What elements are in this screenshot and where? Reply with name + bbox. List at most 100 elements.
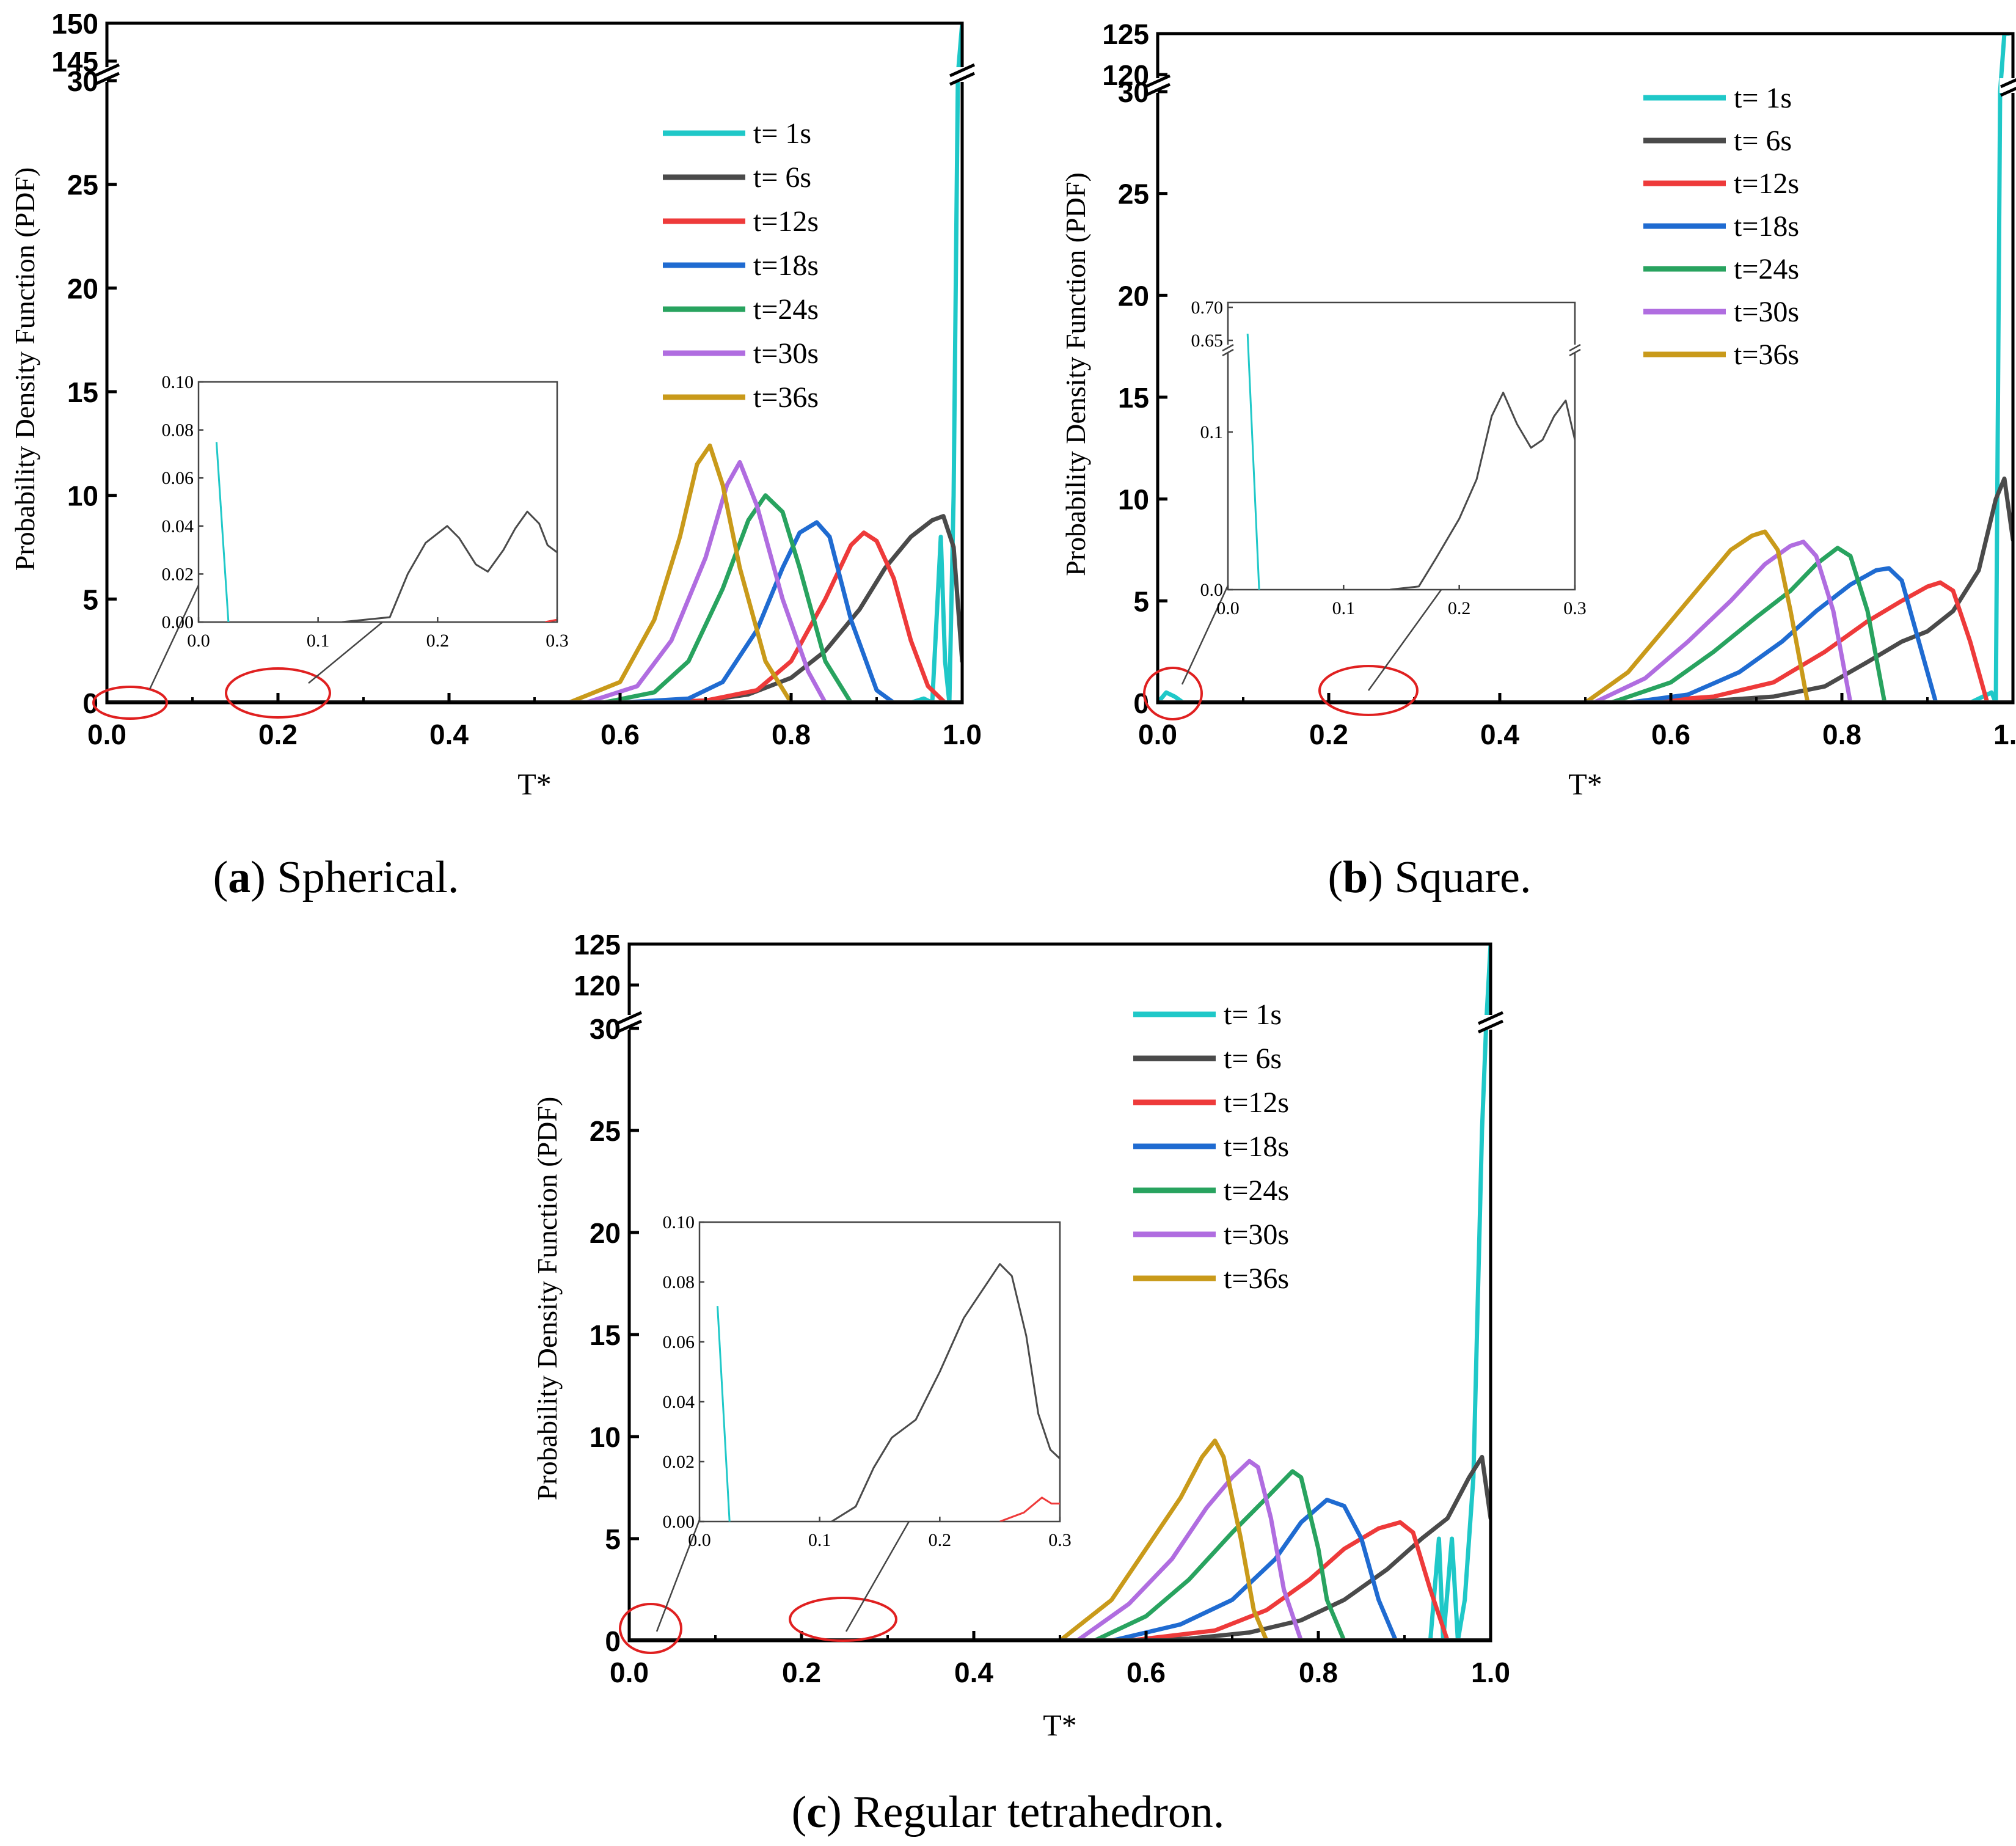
inset-y-tick-label: 0.06 xyxy=(663,1332,695,1352)
left-axis-break-slash-2 xyxy=(93,71,120,86)
series-line-t1s xyxy=(1158,34,2011,703)
inset-axis-break-slash xyxy=(1569,343,1581,352)
caption-letter: b xyxy=(1343,852,1368,903)
inset-plot: 0.0 0.1 0.2 0.3 0.00 0.02 0.04 0.06 0.08 0.10 xyxy=(162,372,569,651)
zoom-region-ellipse xyxy=(92,686,168,720)
panel-caption: (b) Square. xyxy=(1328,852,1532,903)
x-tick-label: 0.0 xyxy=(1138,719,1177,750)
legend-label: t=24s xyxy=(1734,253,1799,285)
legend-label: t=18s xyxy=(1224,1130,1289,1163)
caption-letter: a xyxy=(228,852,250,903)
inset-x-tick-label: 0.0 xyxy=(1216,598,1240,618)
inset-series-line xyxy=(215,442,230,622)
series-line-t1s xyxy=(1411,944,1491,1641)
x-tick-label: 0.4 xyxy=(429,719,469,750)
inset-series-line xyxy=(1389,392,1575,590)
inset-frame xyxy=(197,381,558,623)
inset-y-tick-label: 0.02 xyxy=(162,564,194,584)
x-axis-label: T* xyxy=(1043,1708,1077,1742)
y-tick-label: 30 xyxy=(67,65,98,97)
y-tick-label: 25 xyxy=(590,1115,621,1147)
caption-text: Spherical. xyxy=(266,852,459,903)
legend-label: t=24s xyxy=(753,293,819,326)
y-tick-label: 145 xyxy=(51,46,98,78)
legend-label: t= 6s xyxy=(1224,1042,1282,1075)
legend-label: t=24s xyxy=(1224,1174,1289,1207)
y-axis-label: Probability Density Function (PDF) xyxy=(1060,172,1091,576)
series-line-t30s xyxy=(583,460,828,703)
inset-x-tick-label: 0.3 xyxy=(1048,1530,1072,1550)
y-tick-label: 20 xyxy=(1118,280,1149,312)
caption-paren: ) xyxy=(827,1787,842,1837)
y-tick-label: 30 xyxy=(590,1013,621,1045)
inset-plot: 0.0 0.1 0.2 0.3 0.00 0.02 0.04 0.06 0.08 0.10 xyxy=(663,1212,1072,1550)
series-line-t1s xyxy=(874,23,962,703)
caption-paren: ( xyxy=(1328,852,1343,903)
inset-x-tick-label: 0.2 xyxy=(929,1530,952,1550)
y-tick-label: 125 xyxy=(1102,18,1149,50)
left-axis-break-slash-2 xyxy=(616,1019,643,1034)
zoom-region-ellipse xyxy=(619,1603,682,1654)
right-axis-break-slash-1 xyxy=(1477,1011,1504,1025)
inset-series-line xyxy=(341,510,557,622)
series-line-t18s xyxy=(1109,1498,1398,1641)
right-axis-break-slash-2 xyxy=(1477,1019,1504,1034)
caption-text: Regular tetrahedron. xyxy=(842,1787,1225,1837)
inset-y-tick-label: 0.02 xyxy=(663,1452,695,1472)
y-tick-label: 150 xyxy=(51,8,98,40)
x-tick-label: 0.2 xyxy=(258,719,298,750)
legend-label: t=12s xyxy=(1224,1086,1289,1119)
inset-x-tick-label: 0.1 xyxy=(1332,598,1356,618)
y-tick-label: 10 xyxy=(590,1421,621,1453)
series-line-t18s xyxy=(1626,566,1938,703)
y-tick-label: 20 xyxy=(67,273,98,304)
inset-y-tick-label: 0.0 xyxy=(1200,580,1224,600)
inset-axis-break-slash xyxy=(1222,348,1234,357)
series-line-t24s xyxy=(1609,546,1887,703)
inset-x-tick-label: 0.2 xyxy=(1448,598,1471,618)
series-line-t24s xyxy=(1092,1469,1346,1641)
y-axis-label: Probability Density Function (PDF) xyxy=(531,1097,563,1501)
zoom-region-ellipse xyxy=(1318,665,1419,716)
caption-paren: ) xyxy=(250,852,266,903)
inset-frame xyxy=(1227,301,1576,591)
y-tick-label: 5 xyxy=(605,1523,621,1555)
x-tick-label: 0.2 xyxy=(782,1657,821,1688)
right-axis-break-slash-1 xyxy=(2000,78,2016,89)
inset-y-tick-label: 0.10 xyxy=(663,1212,695,1232)
inset-series-line xyxy=(545,618,557,622)
x-tick-label: 1.0 xyxy=(1993,719,2016,750)
legend-label: t=18s xyxy=(1734,210,1799,243)
left-axis-break-slash-1 xyxy=(93,63,120,78)
series-line-t18s xyxy=(618,520,896,703)
y-tick-label: 0 xyxy=(605,1625,621,1657)
y-tick-label: 30 xyxy=(1118,76,1149,108)
inset-y-tick-label: 0.06 xyxy=(162,468,194,488)
panel-b: 0.00.20.40.60.81.0051015202530120125T*Pr… xyxy=(1060,18,2016,903)
caption-paren: ) xyxy=(1368,852,1383,903)
inset-y-tick-label: 0.04 xyxy=(663,1392,695,1412)
left-axis-break-slash-1 xyxy=(1144,74,1171,89)
x-tick-label: 0.8 xyxy=(772,719,811,750)
y-tick-label: 10 xyxy=(67,480,98,512)
y-tick-label: 5 xyxy=(1133,585,1149,617)
right-axis-break-slash-2 xyxy=(2000,87,2016,97)
series-line-t12s xyxy=(1626,580,1990,703)
y-tick-label: 0 xyxy=(82,687,98,719)
x-tick-label: 0.6 xyxy=(1127,1657,1166,1688)
inset-x-tick-label: 0.2 xyxy=(426,631,450,651)
series-line-t30s xyxy=(1075,1459,1304,1641)
x-tick-label: 0.2 xyxy=(1309,719,1348,750)
legend-label: t=30s xyxy=(753,337,819,370)
x-tick-label: 0.0 xyxy=(87,719,126,750)
y-tick-label: 10 xyxy=(1118,484,1149,516)
x-tick-label: 0.6 xyxy=(601,719,640,750)
x-tick-label: 0.4 xyxy=(1480,719,1519,750)
series-line-t6s xyxy=(1101,1454,1491,1641)
inset-y-tick-label: 0.1 xyxy=(1200,422,1224,442)
inset-x-tick-label: 0.0 xyxy=(688,1530,711,1550)
y-tick-label: 125 xyxy=(574,929,621,961)
x-axis-label: T* xyxy=(517,767,552,801)
inset-y-tick-label: 0.08 xyxy=(663,1272,695,1292)
